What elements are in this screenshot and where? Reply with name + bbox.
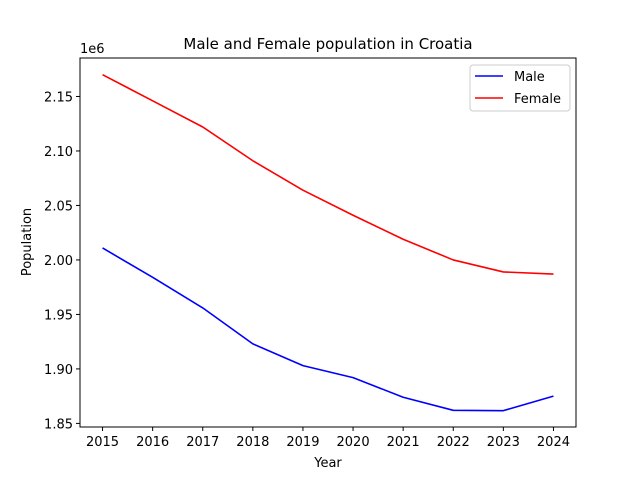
legend-label-male: Male [514, 70, 545, 85]
x-tick-label: 2018 [236, 435, 269, 450]
x-axis-label: Year [313, 456, 342, 471]
x-tick-label: 2015 [86, 435, 119, 450]
y-tick-label: 2.10 [44, 145, 73, 160]
x-axis: 2015 2016 2017 2018 2019 2020 2021 2022 2023 2024 [86, 427, 570, 450]
series-line-female [102, 73, 554, 275]
y-axis: 1.85 1.90 1.95 2.00 2.05 2.10 2.15 [44, 90, 80, 432]
y-tick-label: 1.90 [44, 363, 73, 378]
y-tick-label: 2.05 [44, 199, 73, 214]
legend-label-female: Female [514, 92, 561, 107]
plot-area [102, 73, 554, 412]
legend: Male Female [469, 64, 571, 112]
y-axis-label: Population [20, 208, 35, 276]
x-tick-label: 2016 [136, 435, 169, 450]
chart-title: Male and Female population in Croatia [183, 35, 472, 53]
x-tick-label: 2024 [537, 435, 570, 450]
x-tick-label: 2021 [387, 435, 420, 450]
x-tick-label: 2022 [437, 435, 470, 450]
y-tick-label: 1.95 [44, 308, 73, 323]
axes-frame [79, 57, 577, 428]
x-tick-label: 2023 [487, 435, 520, 450]
y-tick-label: 2.00 [44, 254, 73, 269]
y-offset-label: 1e6 [80, 42, 105, 57]
y-tick-label: 1.85 [44, 417, 73, 432]
y-tick-label: 2.15 [44, 90, 73, 105]
x-tick-label: 2019 [286, 435, 319, 450]
x-tick-label: 2020 [337, 435, 370, 450]
x-tick-label: 2017 [186, 435, 219, 450]
series-line-male [102, 247, 554, 412]
